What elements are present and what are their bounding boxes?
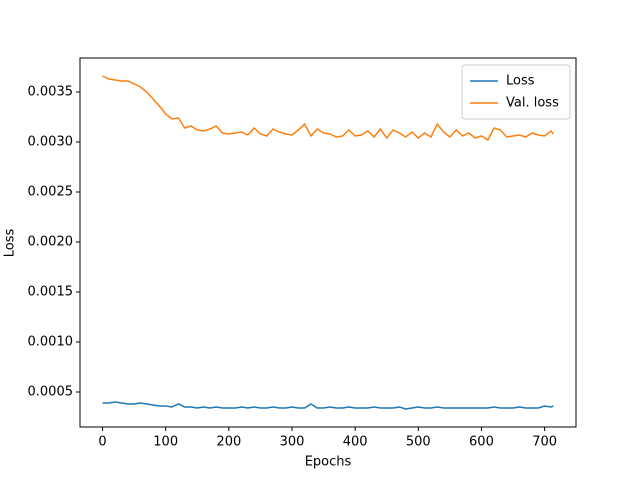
y-tick-label: 0.0015 bbox=[28, 285, 74, 300]
x-tick-label: 0 bbox=[98, 435, 106, 450]
y-tick-label: 0.0020 bbox=[28, 235, 74, 250]
y-tick-label: 0.0035 bbox=[28, 85, 74, 100]
x-tick-label: 400 bbox=[343, 435, 368, 450]
legend-label: Val. loss bbox=[506, 96, 559, 111]
x-axis-label: Epochs bbox=[305, 455, 352, 470]
data-line bbox=[102, 75, 555, 142]
x-tick-label: 500 bbox=[406, 435, 431, 450]
y-tick-label: 0.0025 bbox=[28, 185, 74, 200]
y-axis-label: Loss bbox=[3, 229, 18, 258]
y-tick-label: 0.0030 bbox=[28, 135, 74, 150]
data-line bbox=[102, 401, 554, 410]
plot-frame bbox=[79, 57, 577, 428]
x-tick-label: 300 bbox=[280, 435, 305, 450]
x-tick-label: 200 bbox=[216, 435, 241, 450]
legend-label: Loss bbox=[506, 74, 535, 89]
x-tick-label: 600 bbox=[469, 435, 494, 450]
x-tick-label: 100 bbox=[153, 435, 178, 450]
y-tick-label: 0.0005 bbox=[28, 385, 74, 400]
x-tick-label: 700 bbox=[532, 435, 557, 450]
y-tick-label: 0.0010 bbox=[28, 335, 74, 350]
legend-box bbox=[461, 64, 571, 120]
